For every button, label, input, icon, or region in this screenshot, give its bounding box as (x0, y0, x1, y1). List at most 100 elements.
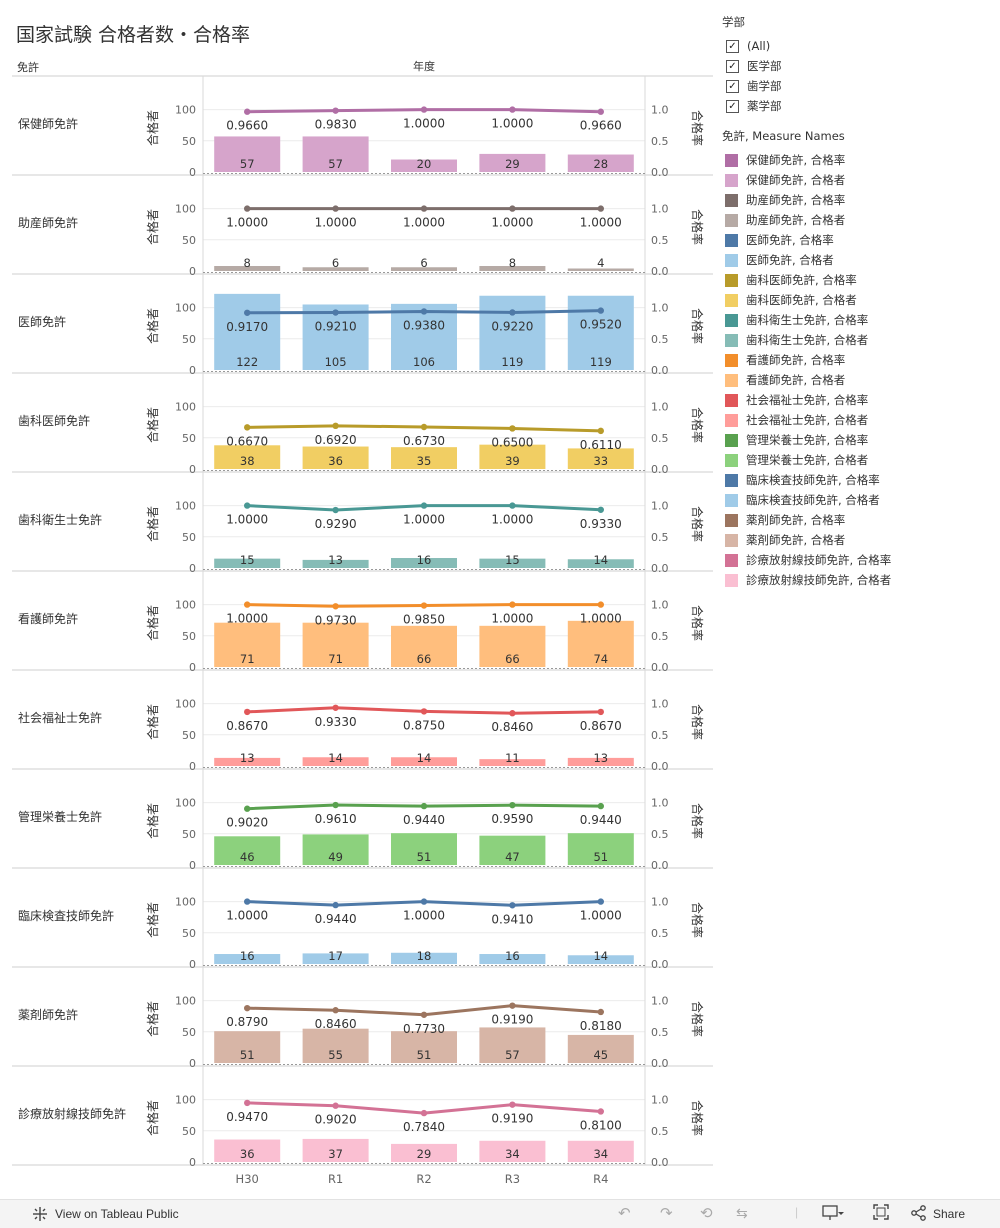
rate-value-label: 0.9440 (580, 813, 622, 827)
share-button[interactable]: Share (933, 1207, 966, 1221)
bar-passers (391, 159, 457, 172)
legend-item[interactable]: 医師免許, 合格率 (722, 230, 891, 250)
undo-icon[interactable]: ↶ (618, 1205, 631, 1222)
rate-point (244, 502, 251, 509)
legend-item[interactable]: 管理栄養士免許, 合格者 (722, 450, 891, 470)
bar-value-label: 20 (417, 157, 432, 171)
bar-value-label: 15 (505, 553, 520, 567)
filter-option[interactable]: ✓ 薬学部 (722, 96, 891, 116)
left-tick-label: 50 (182, 333, 196, 346)
bar-value-label: 47 (505, 850, 520, 864)
legend-swatch (725, 253, 738, 267)
legend-label: 臨床検査技師免許, 合格者 (746, 493, 880, 507)
bar-value-label: 36 (240, 1147, 255, 1161)
filter-option[interactable]: ✓ (All) (722, 36, 891, 56)
bar-passers (302, 622, 369, 667)
bar-passers (391, 833, 457, 865)
license-row-label: 社会福祉士免許 (18, 710, 102, 725)
left-tick-label: 0 (189, 760, 196, 773)
right-tick-label: 0.5 (651, 1026, 669, 1039)
legend-item[interactable]: 歯科衛生士免許, 合格率 (722, 310, 891, 330)
legend-item[interactable]: 看護師免許, 合格率 (722, 350, 891, 370)
checkbox[interactable]: ✓ (726, 39, 739, 53)
pause-icon[interactable]: ⇆ (736, 1205, 748, 1221)
bar-passers (479, 558, 546, 568)
rate-point (509, 801, 516, 809)
right-axis-title: 合格率 (690, 209, 705, 245)
license-column-header: 免許 (17, 61, 39, 74)
left-tick-label: 50 (182, 729, 196, 742)
left-axis-title: 合格者 (145, 902, 160, 938)
left-tick-label: 0 (189, 562, 196, 575)
legend-item[interactable]: 管理栄養士免許, 合格率 (722, 430, 891, 450)
checkbox[interactable]: ✓ (726, 59, 739, 73)
left-axis-title: 合格者 (145, 1001, 160, 1037)
legend-item[interactable]: 臨床検査技師免許, 合格者 (722, 490, 891, 510)
legend-item[interactable]: 社会福祉士免許, 合格率 (722, 390, 891, 410)
download-icon[interactable] (822, 1204, 844, 1225)
rate-value-label: 0.6920 (315, 433, 357, 447)
rate-point (509, 601, 516, 608)
bar-passers (479, 1027, 546, 1063)
legend-label: 社会福祉士免許, 合格者 (746, 413, 869, 427)
legend-swatch (725, 293, 738, 307)
rate-point (244, 1004, 251, 1012)
revert-icon[interactable]: ⟲ (700, 1205, 713, 1222)
rate-point (597, 307, 604, 314)
license-row-label: 保健師免許 (18, 116, 78, 131)
legend-item[interactable]: 薬剤師免許, 合格者 (722, 530, 891, 550)
checkbox[interactable]: ✓ (726, 99, 739, 113)
rate-point (420, 802, 428, 810)
right-tick-label: 0.0 (651, 562, 669, 575)
x-tick-label: H30 (236, 1172, 259, 1186)
legend-item[interactable]: 歯科衛生士免許, 合格者 (722, 330, 891, 350)
legend-item[interactable]: 診療放射線技師免許, 合格率 (722, 550, 891, 570)
legend-item[interactable]: 保健師免許, 合格者 (722, 170, 891, 190)
right-tick-label: 0.0 (651, 463, 669, 476)
bar-value-label: 71 (240, 652, 255, 666)
rate-value-label: 0.6670 (226, 434, 268, 448)
bar-value-label: 66 (505, 652, 520, 666)
legend-item[interactable]: 歯科医師免許, 合格率 (722, 270, 891, 290)
legend-item[interactable]: 助産師免許, 合格率 (722, 190, 891, 210)
rate-value-label: 1.0000 (226, 909, 268, 923)
rate-value-label: 0.9590 (491, 812, 533, 826)
left-tick-label: 50 (182, 1026, 196, 1039)
legend-item[interactable]: 歯科医師免許, 合格者 (722, 290, 891, 310)
legend-item[interactable]: 看護師免許, 合格者 (722, 370, 891, 390)
rate-point (244, 601, 251, 608)
rate-point (597, 1008, 604, 1016)
legend-item[interactable]: 診療放射線技師免許, 合格者 (722, 570, 891, 590)
filter-option-label: 歯学部 (747, 79, 782, 93)
filter-option-label: 医学部 (747, 59, 782, 73)
right-tick-label: 1.0 (651, 698, 669, 711)
rate-point (420, 898, 428, 905)
filter-option[interactable]: ✓ 歯学部 (722, 76, 891, 96)
bar-value-label: 74 (593, 652, 608, 666)
legend-item[interactable]: 臨床検査技師免許, 合格率 (722, 470, 891, 490)
rate-point (420, 602, 428, 609)
legend-swatch (725, 353, 738, 367)
legend-item[interactable]: 保健師免許, 合格率 (722, 150, 891, 170)
filter-option[interactable]: ✓ 医学部 (722, 56, 891, 76)
bar-passers (214, 293, 281, 370)
view-on-tableau-link[interactable]: View on Tableau Public (55, 1207, 179, 1221)
rate-value-label: 0.9330 (580, 517, 622, 531)
right-tick-label: 0.0 (651, 958, 669, 971)
checkbox[interactable]: ✓ (726, 79, 739, 93)
legend-item[interactable]: 薬剤師免許, 合格率 (722, 510, 891, 530)
rate-point (597, 108, 604, 115)
right-tick-label: 0.0 (651, 1156, 669, 1169)
share-icon[interactable] (911, 1205, 927, 1224)
license-row-label: 歯科衛生士免許 (18, 512, 102, 527)
left-tick-label: 0 (189, 463, 196, 476)
legend-item[interactable]: 社会福祉士免許, 合格者 (722, 410, 891, 430)
legend-item[interactable]: 助産師免許, 合格者 (722, 210, 891, 230)
right-axis-title: 合格率 (690, 308, 705, 344)
legend-swatch (725, 453, 738, 467)
right-tick-label: 1.0 (651, 797, 669, 810)
legend-item[interactable]: 医師免許, 合格者 (722, 250, 891, 270)
fullscreen-icon[interactable] (873, 1204, 889, 1223)
right-tick-label: 0.5 (651, 1125, 669, 1138)
redo-icon[interactable]: ↷ (660, 1205, 673, 1222)
